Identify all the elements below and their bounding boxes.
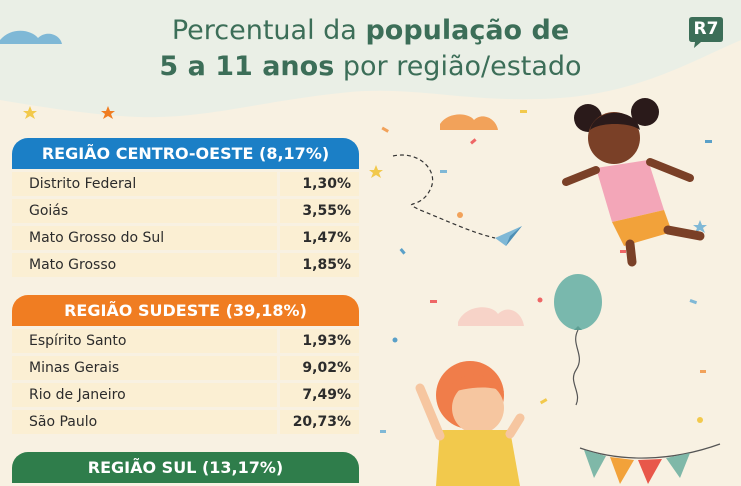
page-title-line-2: 5 a 11 anos por região/estado xyxy=(159,51,582,82)
girl-illustration xyxy=(562,98,705,267)
table-row: Goiás 3,55% xyxy=(12,199,359,223)
state-percentage: 1,93% xyxy=(280,329,359,353)
boy-illustration xyxy=(415,361,525,486)
state-percentage: 9,02% xyxy=(280,356,359,380)
paper-plane-icon xyxy=(495,226,522,246)
region-sudeste: REGIÃO SUDESTE (39,18%) Espírito Santo 1,… xyxy=(12,295,359,434)
table-row: Espírito Santo 1,93% xyxy=(12,329,359,353)
state-percentage: 7,49% xyxy=(280,383,359,407)
cloud-icon xyxy=(458,307,524,326)
table-row: Rio de Janeiro 7,49% xyxy=(12,383,359,407)
region-title: REGIÃO SUL (13,17%) xyxy=(12,452,359,483)
table-row: Minas Gerais 9,02% xyxy=(12,356,359,380)
cloud-icon xyxy=(0,30,62,44)
state-name: Goiás xyxy=(12,199,277,223)
state-percentage: 3,55% xyxy=(280,199,359,223)
bunting-icon xyxy=(579,443,721,484)
logo-text: R7 xyxy=(693,19,719,39)
r7-logo-icon xyxy=(689,17,723,48)
table-row: Mato Grosso do Sul 1,47% xyxy=(12,226,359,250)
state-percentage: 1,30% xyxy=(280,172,359,196)
state-name: Distrito Federal xyxy=(12,172,277,196)
state-percentage: 1,47% xyxy=(280,226,359,250)
dashed-trail xyxy=(392,154,496,239)
region-sul: REGIÃO SUL (13,17%) xyxy=(12,452,359,483)
state-name: Mato Grosso xyxy=(12,253,277,277)
header-background xyxy=(0,0,741,118)
state-name: Minas Gerais xyxy=(12,356,277,380)
region-title: REGIÃO CENTRO-OESTE (8,17%) xyxy=(12,138,359,169)
confetti-icon xyxy=(380,110,712,433)
region-centro-oeste: REGIÃO CENTRO-OESTE (8,17%) Distrito Fed… xyxy=(12,138,359,277)
state-name: São Paulo xyxy=(12,410,277,434)
region-title: REGIÃO SUDESTE (39,18%) xyxy=(12,295,359,326)
balloon-icon xyxy=(554,274,602,406)
page-title-line-1: Percentual da população de xyxy=(171,15,570,46)
state-name: Espírito Santo xyxy=(12,329,277,353)
table-row: Distrito Federal 1,30% xyxy=(12,172,359,196)
state-name: Mato Grosso do Sul xyxy=(12,226,277,250)
table-row: Mato Grosso 1,85% xyxy=(12,253,359,277)
state-percentage: 20,73% xyxy=(280,410,359,434)
state-name: Rio de Janeiro xyxy=(12,383,277,407)
state-percentage: 1,85% xyxy=(280,253,359,277)
table-row: São Paulo 20,73% xyxy=(12,410,359,434)
